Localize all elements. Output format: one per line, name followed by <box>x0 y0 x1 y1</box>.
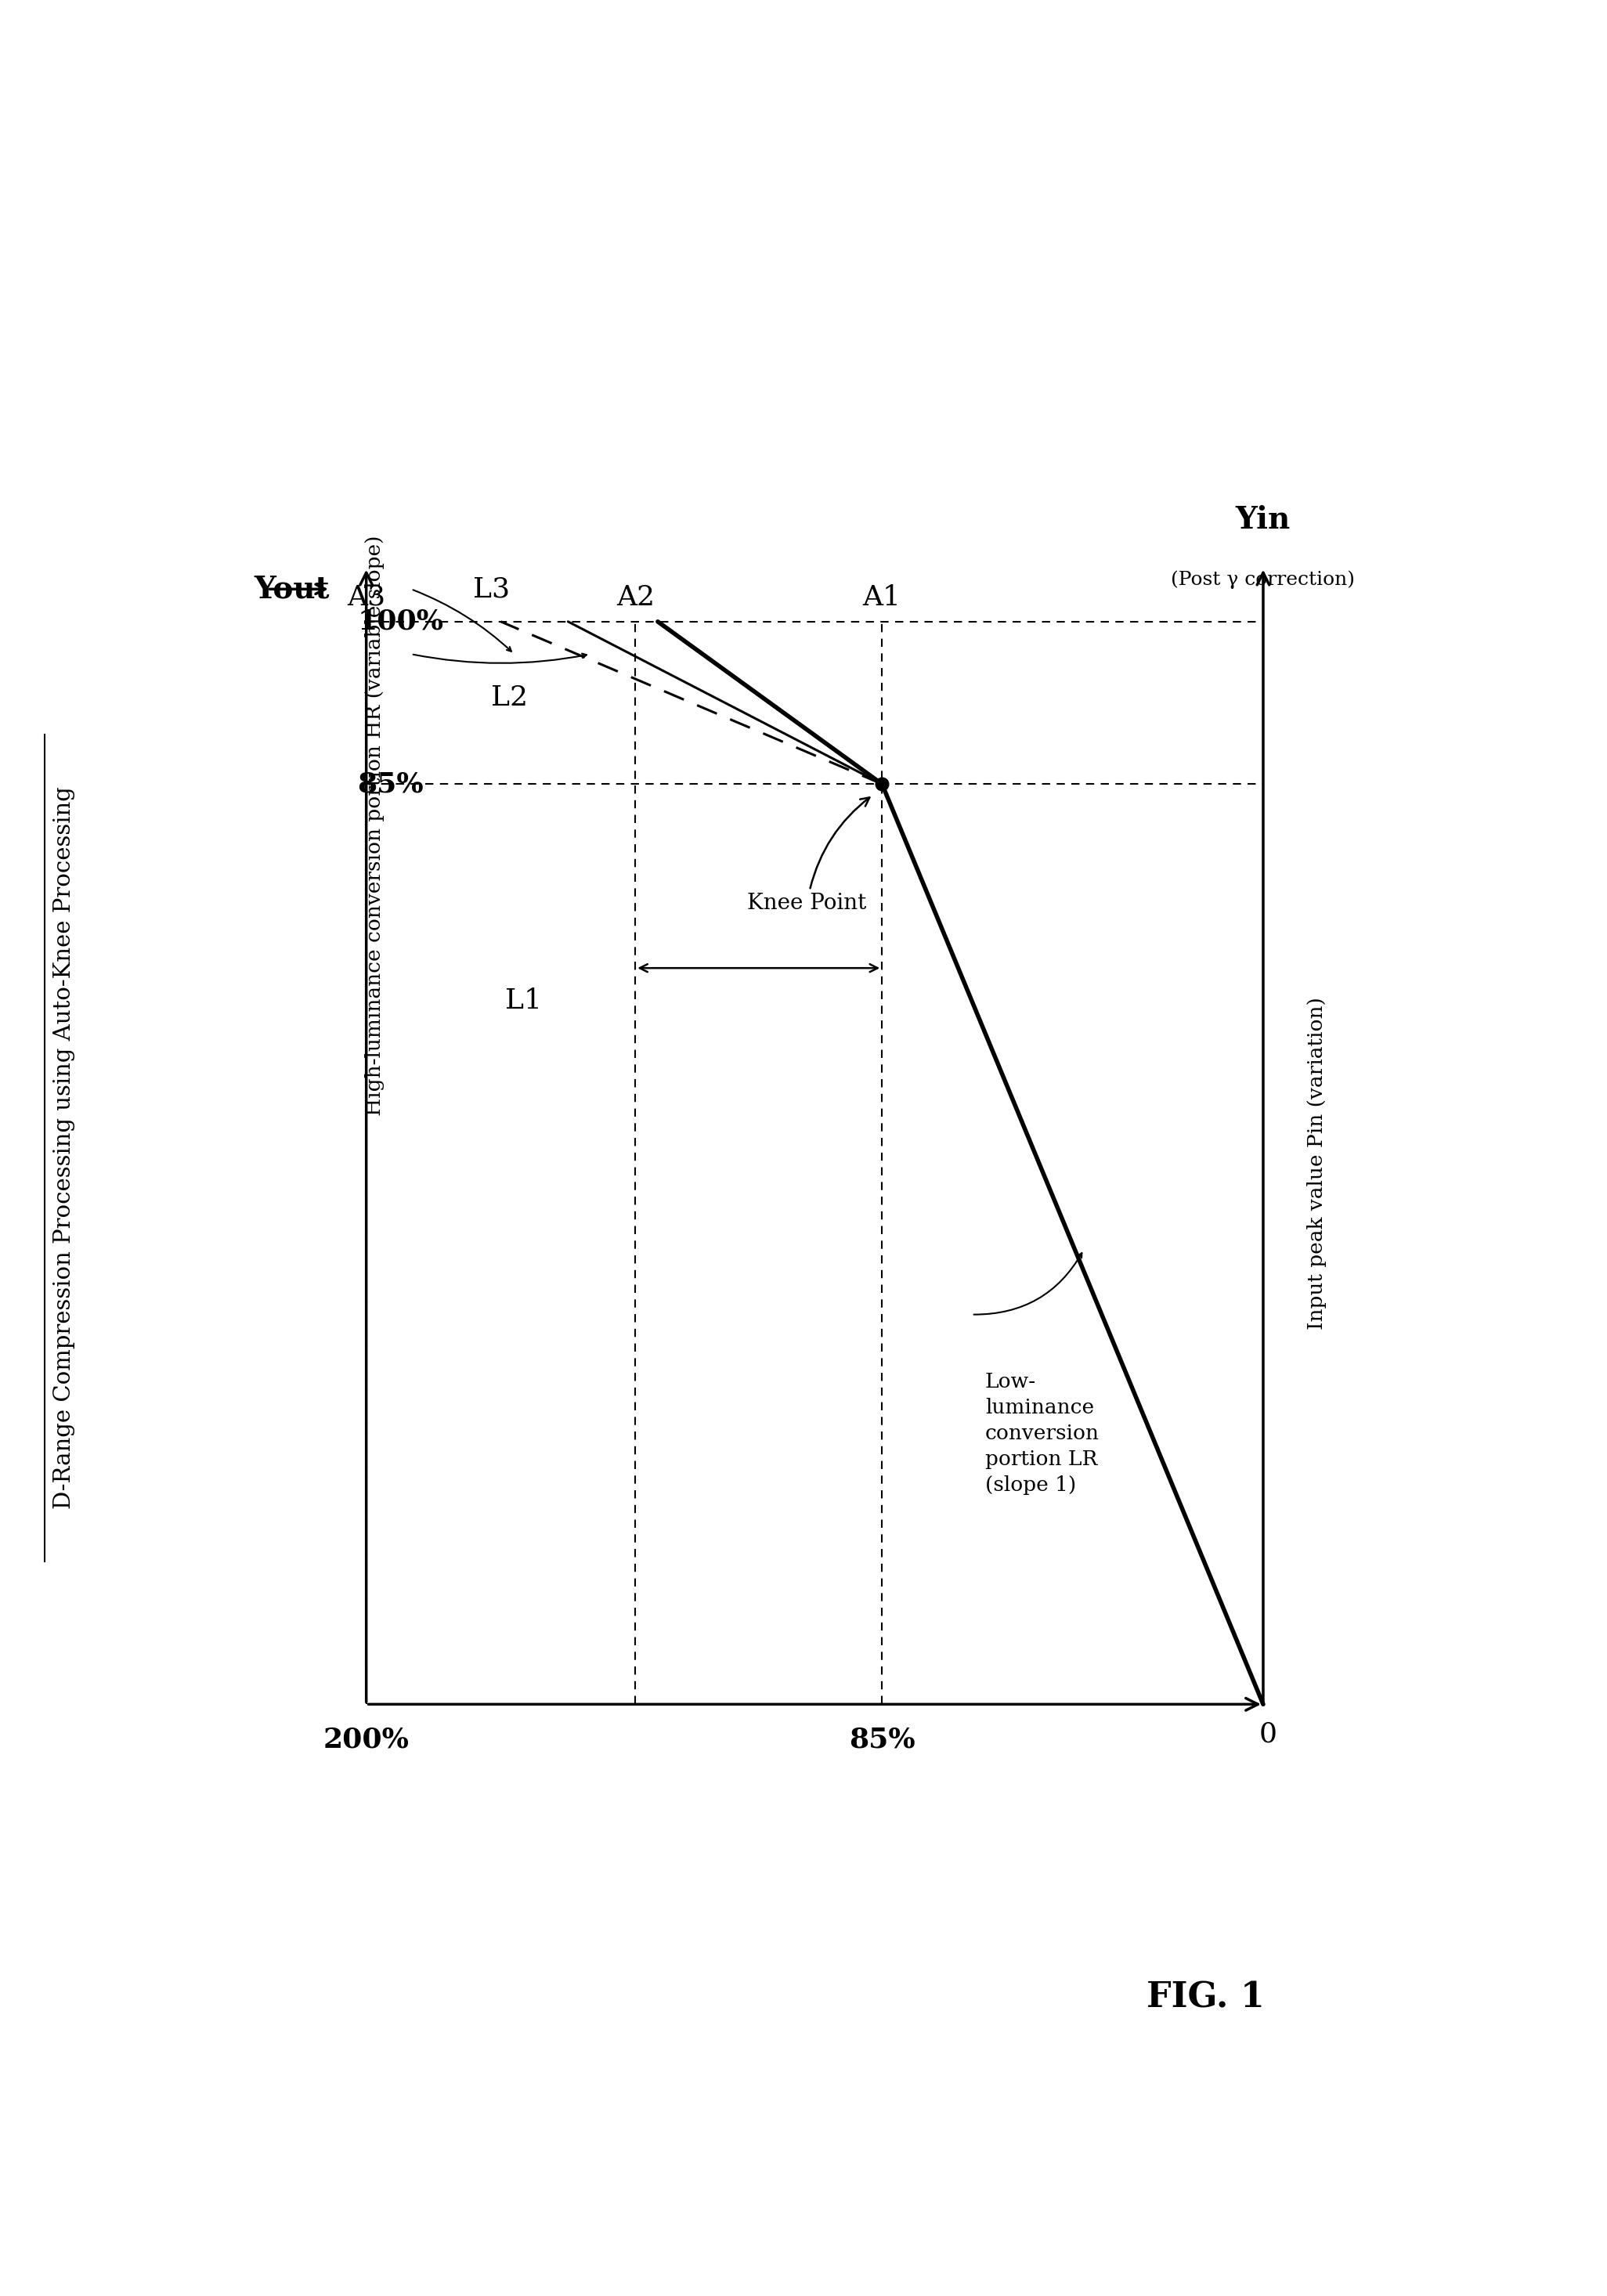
Text: L3: L3 <box>474 576 511 602</box>
Text: 85%: 85% <box>848 1727 914 1752</box>
Text: 85%: 85% <box>357 771 424 797</box>
Text: Yin: Yin <box>1236 505 1290 535</box>
Text: A2: A2 <box>615 583 654 611</box>
Text: Low-
luminance
conversion
portion LR
(slope 1): Low- luminance conversion portion LR (sl… <box>985 1373 1099 1495</box>
Text: FIG. 1: FIG. 1 <box>1146 1981 1265 2014</box>
Text: Input peak value Pin (variation): Input peak value Pin (variation) <box>1306 996 1327 1329</box>
Text: Yout: Yout <box>254 574 329 604</box>
Text: A1: A1 <box>863 583 902 611</box>
Text: Knee Point: Knee Point <box>747 797 869 914</box>
Text: (Post γ correction): (Post γ correction) <box>1172 572 1355 590</box>
Text: High-luminance conversion portion HR (variable slope): High-luminance conversion portion HR (va… <box>365 535 384 1116</box>
Text: D-Range Compression Processing using Auto-Knee Processing: D-Range Compression Processing using Aut… <box>53 788 76 1508</box>
Text: 100%: 100% <box>357 608 444 636</box>
Text: L2: L2 <box>492 684 529 712</box>
Text: 0: 0 <box>1258 1720 1276 1747</box>
Text: A3: A3 <box>347 583 386 611</box>
Text: L1: L1 <box>505 987 542 1015</box>
Text: 200%: 200% <box>323 1727 410 1752</box>
